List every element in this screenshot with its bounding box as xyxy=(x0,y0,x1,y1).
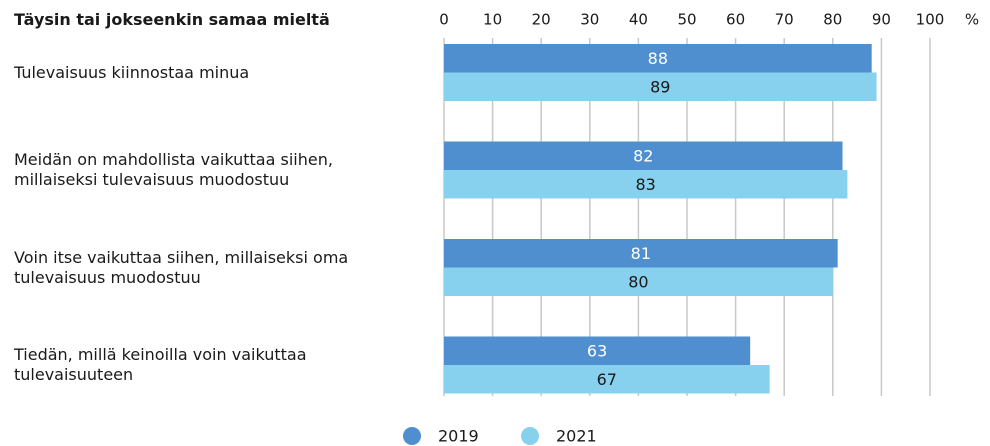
legend-swatch xyxy=(403,427,421,445)
bar-label: 81 xyxy=(631,244,651,263)
bar-label: 88 xyxy=(648,49,668,68)
x-tick-label: 30 xyxy=(580,11,599,29)
x-tick-label: 50 xyxy=(677,11,696,29)
bar-label: 83 xyxy=(636,175,656,194)
x-tick-label: 80 xyxy=(823,11,842,29)
bar xyxy=(444,365,770,394)
category-label: Meidän on mahdollista vaikuttaa siihen, … xyxy=(14,150,333,189)
bar xyxy=(444,267,833,296)
chart-title: Täysin tai jokseenkin samaa mieltä xyxy=(14,10,330,29)
legend-swatch xyxy=(521,427,539,445)
legend-label: 2021 xyxy=(556,427,597,446)
legend-label: 2019 xyxy=(438,427,479,446)
bar-label: 82 xyxy=(633,146,653,165)
bar xyxy=(444,170,848,199)
bar xyxy=(444,239,838,268)
bar-label: 67 xyxy=(597,370,617,389)
bar xyxy=(444,44,872,73)
bar xyxy=(444,141,843,170)
bar-label: 63 xyxy=(587,341,607,360)
x-tick-label: 10 xyxy=(483,11,502,29)
bar xyxy=(444,336,751,365)
x-tick-label: 60 xyxy=(726,11,745,29)
x-tick-label: 20 xyxy=(532,11,551,29)
category-label: Tiedän, millä keinoilla voin vaikuttaa t… xyxy=(14,345,307,384)
x-tick-label: 90 xyxy=(872,11,891,29)
bar-label: 89 xyxy=(650,77,670,96)
x-tick-label: 70 xyxy=(775,11,794,29)
category-label: Tulevaisuus kiinnostaa minua xyxy=(14,62,250,82)
category-label: Voin itse vaikuttaa siihen, millaiseksi … xyxy=(14,247,349,287)
x-unit: % xyxy=(965,11,979,29)
x-tick-label: 0 xyxy=(439,11,449,29)
x-tick-label: 40 xyxy=(629,11,648,29)
bar xyxy=(444,72,877,101)
bar-label: 80 xyxy=(628,272,648,291)
x-tick-label: 100 xyxy=(916,11,945,29)
